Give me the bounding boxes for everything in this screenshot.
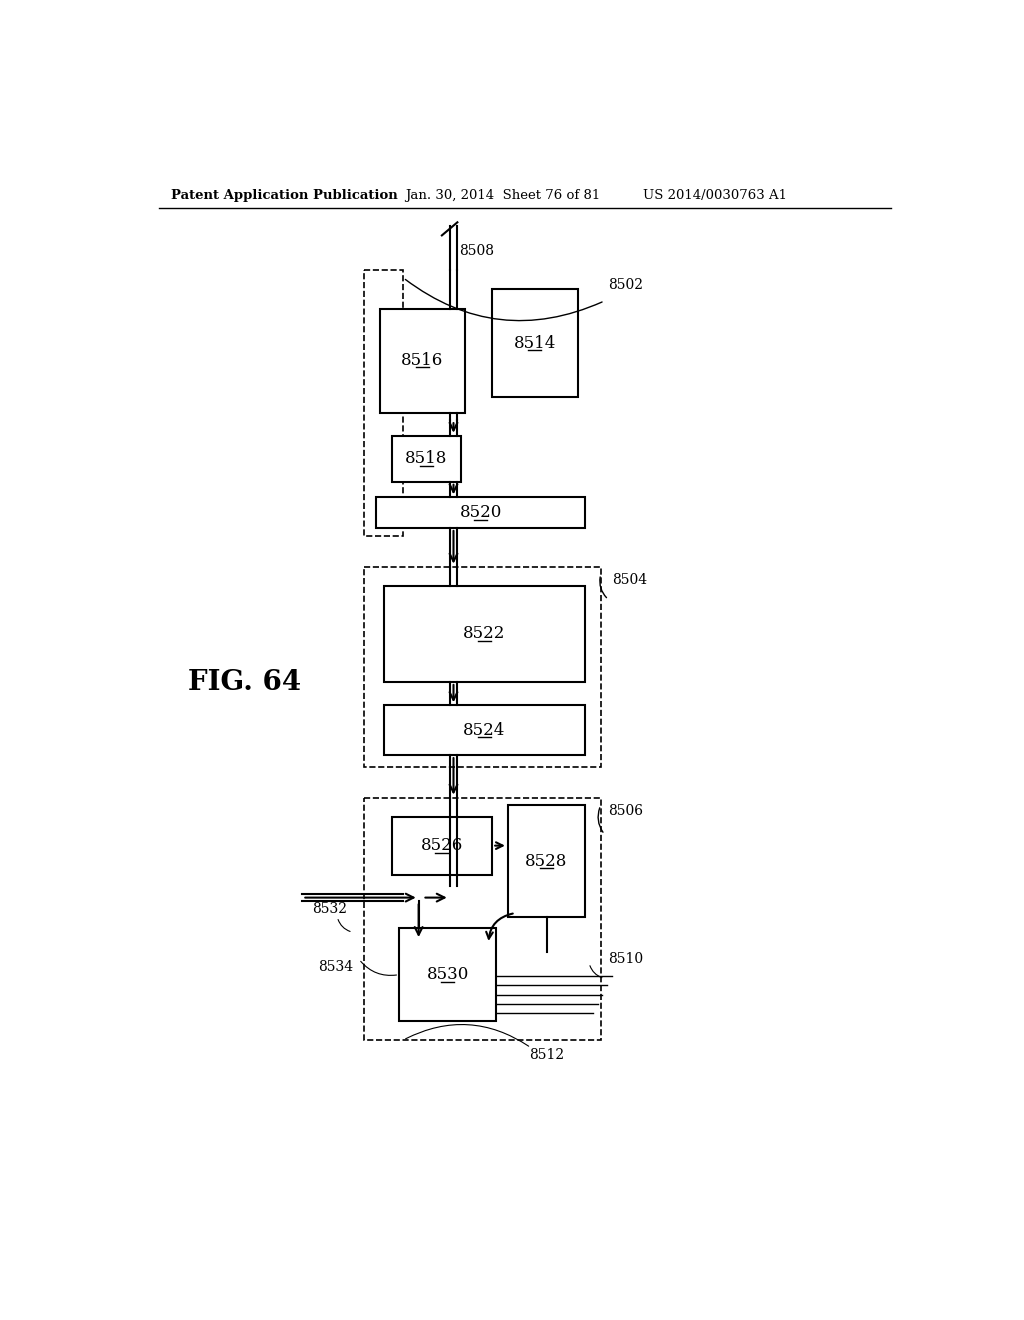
- Text: 8508: 8508: [459, 244, 495, 257]
- FancyBboxPatch shape: [391, 436, 461, 482]
- Text: 8532: 8532: [312, 902, 347, 916]
- Text: 8514: 8514: [514, 335, 556, 351]
- Text: 8528: 8528: [525, 853, 567, 870]
- Text: 8524: 8524: [463, 722, 506, 739]
- FancyBboxPatch shape: [391, 817, 493, 874]
- Text: 8518: 8518: [406, 450, 447, 467]
- Text: FIG. 64: FIG. 64: [187, 668, 301, 696]
- Text: US 2014/0030763 A1: US 2014/0030763 A1: [643, 189, 787, 202]
- FancyBboxPatch shape: [376, 498, 586, 528]
- FancyBboxPatch shape: [365, 566, 601, 767]
- Text: 8512: 8512: [529, 1048, 564, 1063]
- FancyBboxPatch shape: [380, 309, 465, 412]
- Text: 8520: 8520: [460, 504, 502, 521]
- Text: 8504: 8504: [612, 573, 647, 587]
- FancyBboxPatch shape: [399, 928, 496, 1020]
- Text: Jan. 30, 2014  Sheet 76 of 81: Jan. 30, 2014 Sheet 76 of 81: [406, 189, 601, 202]
- FancyBboxPatch shape: [365, 271, 403, 536]
- Text: 8506: 8506: [608, 804, 643, 818]
- Text: 8526: 8526: [421, 837, 463, 854]
- Text: Patent Application Publication: Patent Application Publication: [171, 189, 397, 202]
- Text: 8510: 8510: [608, 952, 644, 966]
- FancyBboxPatch shape: [508, 805, 586, 917]
- FancyBboxPatch shape: [384, 586, 586, 682]
- FancyBboxPatch shape: [384, 705, 586, 755]
- Text: 8522: 8522: [463, 626, 506, 643]
- Text: 8502: 8502: [608, 279, 643, 293]
- FancyBboxPatch shape: [493, 289, 578, 397]
- Text: 8534: 8534: [318, 960, 353, 974]
- Text: 8516: 8516: [401, 352, 443, 370]
- FancyBboxPatch shape: [365, 797, 601, 1040]
- Text: 8530: 8530: [427, 966, 469, 983]
